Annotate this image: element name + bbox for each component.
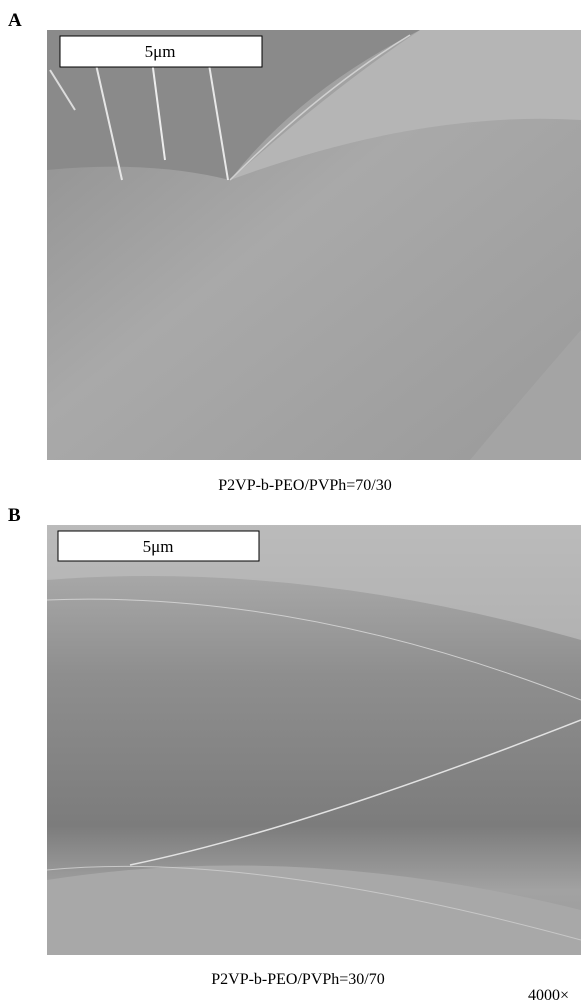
scale-bar-text: 5μm bbox=[143, 537, 174, 556]
magnification: 4000× bbox=[528, 987, 569, 1003]
scale-bar-text: 5μm bbox=[145, 42, 176, 61]
caption: P2VP-b-PEO/PVPh=30/70 bbox=[211, 971, 385, 988]
page: {"panels": [ {"label": "A", "scale_bar":… bbox=[0, 0, 581, 1003]
caption: P2VP-b-PEO/PVPh=70/30 bbox=[218, 477, 392, 494]
sem-image bbox=[47, 30, 581, 460]
panel-label: B bbox=[8, 505, 21, 526]
figure: A 5μm P2VP-b-PEO/PVPh=70/30 B 5μm P2VP-b… bbox=[0, 0, 581, 1003]
panel-label: A bbox=[8, 10, 22, 31]
sem-image bbox=[47, 525, 581, 955]
